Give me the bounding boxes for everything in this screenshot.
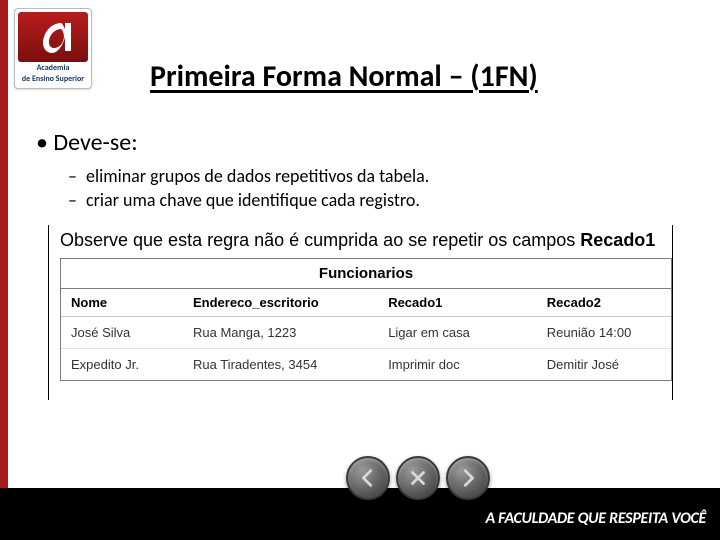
figure-border-left	[48, 225, 49, 400]
col-recado2: Recado2	[537, 289, 671, 317]
close-button[interactable]	[396, 456, 440, 500]
sub-bullet-2: criar uma chave que identifique cada reg…	[86, 188, 429, 212]
arrow-right-icon	[457, 467, 479, 489]
observation-bold: Recado1	[580, 230, 655, 250]
arrow-left-icon	[357, 467, 379, 489]
col-recado1: Recado1	[378, 289, 537, 317]
logo-label-2: de Ensino Superior	[18, 75, 88, 84]
slide-title: Primeira Forma Normal – (1FN)	[150, 58, 538, 95]
observation-prefix: Observe que esta regra não é cumprida ao…	[60, 230, 580, 250]
nav-button-group	[346, 456, 490, 500]
col-endereco: Endereco_escritorio	[183, 289, 378, 317]
sub-bullet-list: eliminar grupos de dados repetitivos da …	[86, 164, 429, 213]
brand-side-bar	[0, 0, 8, 540]
sub-bullet-1: eliminar grupos de dados repetitivos da …	[86, 164, 429, 188]
table-caption: Funcionarios	[61, 259, 671, 289]
col-nome: Nome	[61, 289, 183, 317]
funcionarios-table: Nome Endereco_escritorio Recado1 Recado2…	[61, 289, 671, 380]
table-header-row: Nome Endereco_escritorio Recado1 Recado2	[61, 289, 671, 317]
next-button[interactable]	[446, 456, 490, 500]
alpha-icon	[18, 12, 88, 62]
observation-text: Observe que esta regra não é cumprida ao…	[60, 230, 655, 251]
academy-logo: Academia de Ensino Superior	[14, 8, 92, 89]
close-icon	[407, 467, 429, 489]
figure-border-right	[672, 225, 673, 400]
table-row: Expedito Jr. Rua Tiradentes, 3454 Imprim…	[61, 349, 671, 381]
table-row: José Silva Rua Manga, 1223 Ligar em casa…	[61, 317, 671, 349]
main-bullet: Deve-se:	[36, 128, 138, 157]
tagline: A FACULDADE QUE RESPEITA VOCÊ	[485, 509, 706, 528]
logo-label-1: Academia	[18, 64, 88, 73]
example-table: Funcionarios Nome Endereco_escritorio Re…	[60, 258, 672, 381]
prev-button[interactable]	[346, 456, 390, 500]
